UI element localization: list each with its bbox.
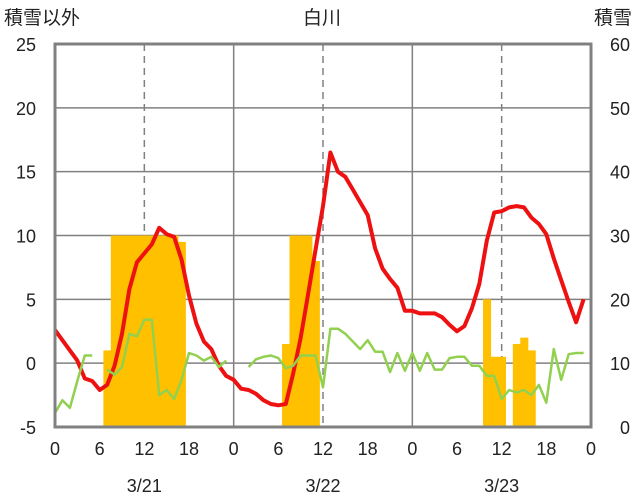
snow-depth-bar (527, 350, 536, 427)
day-label: 3/22 (305, 476, 340, 496)
axis-tick-labels: -5 0 5 10 15 20 25 0 10 20 30 40 50 60 0 6 12 18 0 6 12 18 0 6 1… (16, 35, 630, 496)
snow-depth-bar (133, 235, 142, 427)
snow-depth-bar (512, 344, 521, 427)
right-tick-label: 0 (620, 418, 630, 438)
right-tick-label: 10 (610, 354, 630, 374)
snow-depth-bar (140, 235, 149, 427)
snow-depth-bar (497, 356, 506, 427)
right-tick-label: 50 (610, 99, 630, 119)
hour-tick-label: 6 (452, 439, 462, 459)
hour-tick-label: 18 (536, 439, 556, 459)
hour-tick-label: 0 (50, 439, 60, 459)
snow-depth-bar (162, 235, 171, 427)
wind-line (53, 318, 584, 414)
snow-depth-bars (103, 235, 536, 427)
right-tick-label: 30 (610, 227, 630, 247)
snow-depth-bar (177, 241, 186, 427)
right-tick-label: 60 (610, 35, 630, 55)
day-label: 3/21 (127, 476, 162, 496)
left-axis-title: 積雪以外 (4, 7, 80, 29)
right-axis-title: 積雪 (594, 7, 632, 29)
snow-depth-bar (490, 356, 499, 427)
left-tick-label: 25 (16, 35, 36, 55)
left-tick-label: 10 (16, 227, 36, 247)
snow-depth-bar (311, 261, 320, 427)
left-tick-label: 5 (26, 290, 36, 310)
hour-tick-label: 6 (273, 439, 283, 459)
right-tick-label: 20 (610, 290, 630, 310)
snow-depth-bar (520, 337, 529, 427)
chart-title: 白川 (303, 7, 341, 29)
hour-tick-label: 18 (358, 439, 378, 459)
snow-depth-bar (282, 344, 291, 427)
data-lines (53, 150, 586, 414)
left-tick-label: 0 (26, 354, 36, 374)
snow-depth-bar (125, 235, 134, 427)
hour-tick-label: 0 (586, 439, 596, 459)
hour-tick-label: 12 (313, 439, 333, 459)
snow-depth-bar (155, 235, 164, 427)
hour-tick-label: 0 (407, 439, 417, 459)
plot-frame (53, 42, 593, 429)
snow-depth-bar (289, 235, 298, 427)
hour-tick-label: 6 (95, 439, 105, 459)
right-tick-label: 40 (610, 163, 630, 183)
hour-tick-label: 12 (492, 439, 512, 459)
hour-tick-label: 18 (179, 439, 199, 459)
left-tick-label: -5 (20, 418, 36, 438)
snow-depth-bar (110, 235, 119, 427)
snow-depth-bar (103, 350, 112, 427)
day-label: 3/23 (484, 476, 519, 496)
hour-tick-label: 12 (134, 439, 154, 459)
snow-depth-bar (483, 299, 492, 427)
left-tick-label: 20 (16, 99, 36, 119)
snow-depth-bar (170, 235, 179, 427)
left-tick-label: 15 (16, 163, 36, 183)
hour-tick-label: 0 (229, 439, 239, 459)
temperature-line (53, 150, 586, 408)
snow-depth-bar (304, 235, 313, 427)
